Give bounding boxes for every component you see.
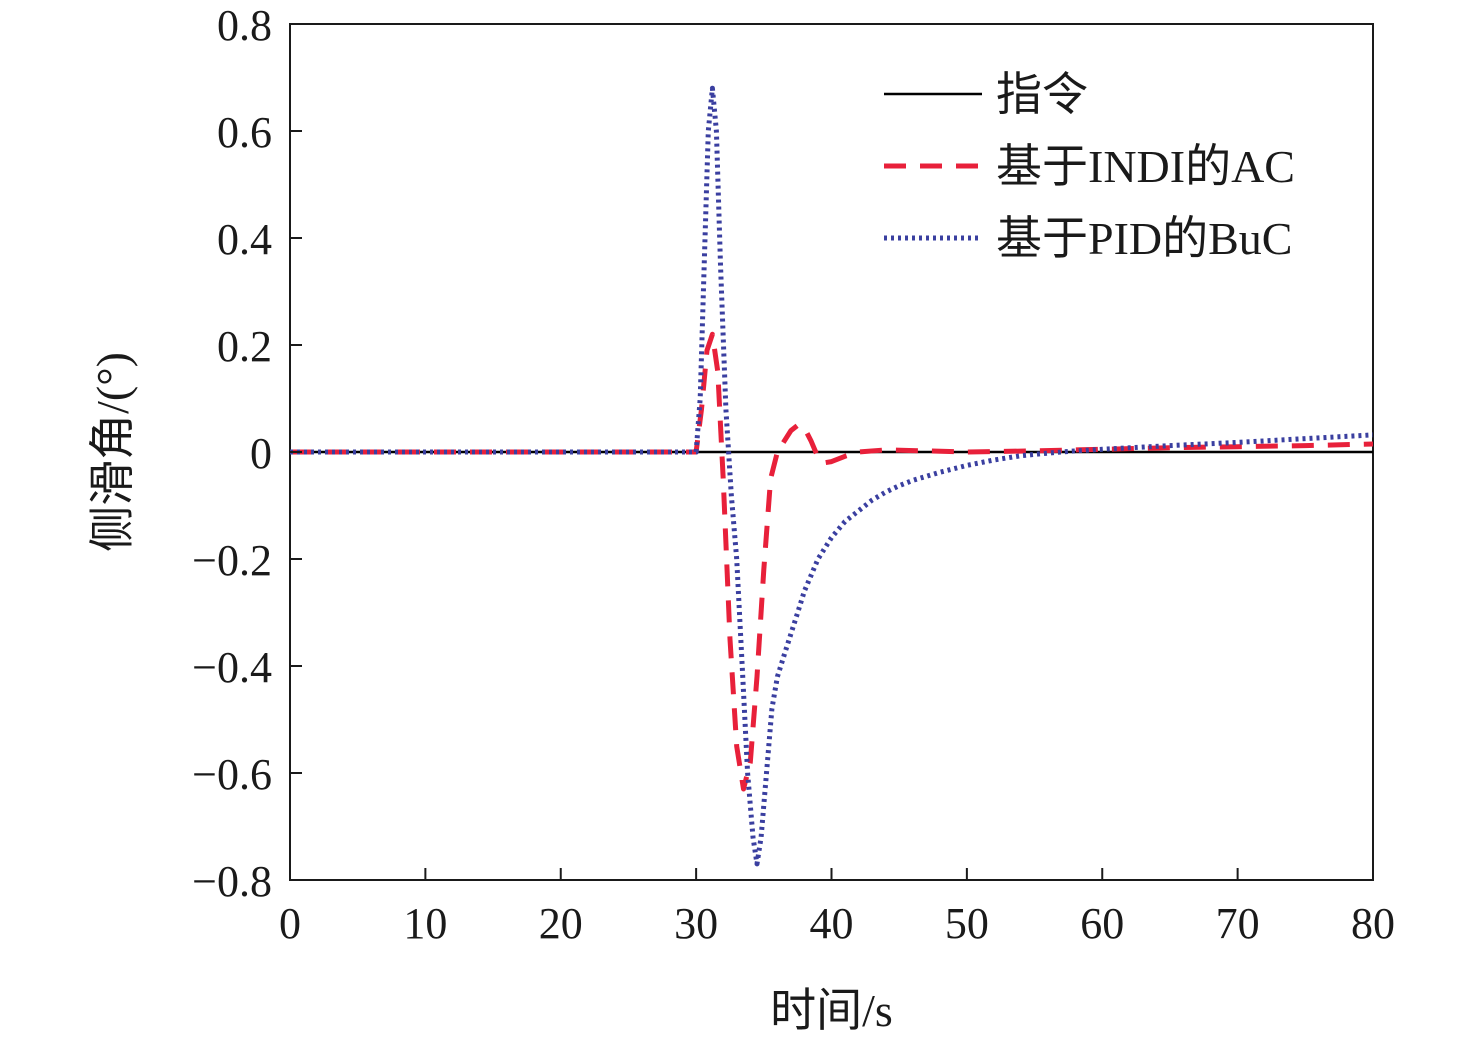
- x-tick-label: 20: [539, 899, 583, 948]
- x-tick-label: 10: [403, 899, 447, 948]
- y-tick-label: 0: [250, 429, 272, 478]
- legend-label-2: 基于INDI的AC: [996, 141, 1295, 192]
- x-tick-label: 30: [674, 899, 718, 948]
- x-tick-label: 70: [1216, 899, 1260, 948]
- y-tick-label: 0.8: [217, 1, 272, 50]
- x-axis-title: 时间/s: [770, 985, 893, 1036]
- y-tick-label: 0.2: [217, 322, 272, 371]
- x-tick-label: 50: [945, 899, 989, 948]
- x-tick-label: 60: [1080, 899, 1124, 948]
- x-tick-label: 40: [810, 899, 854, 948]
- series-layer: [290, 85, 1374, 867]
- y-tick-label: −0.2: [192, 536, 272, 585]
- series-line-3: [290, 85, 1374, 867]
- x-tick-label: 80: [1351, 899, 1395, 948]
- y-tick-label: −0.6: [192, 750, 272, 799]
- legend-label-1: 指令: [996, 69, 1088, 120]
- series-line-2: [290, 331, 1374, 792]
- legend-label-3: 基于PID的BuC: [996, 213, 1292, 264]
- x-tick-label: 0: [279, 899, 301, 948]
- x-axis: 0 10 20 30 40 50 60 70 80: [279, 868, 1395, 948]
- y-axis: 0.8 0.6 0.4 0.2 0 −0.2 −0.4 −0.6 −0.8: [192, 1, 302, 906]
- y-tick-label: −0.4: [192, 643, 272, 692]
- y-tick-label: −0.8: [192, 857, 272, 906]
- y-tick-label: 0.6: [217, 108, 272, 157]
- y-axis-title: 侧滑角/(°): [87, 352, 138, 552]
- y-tick-label: 0.4: [217, 215, 272, 264]
